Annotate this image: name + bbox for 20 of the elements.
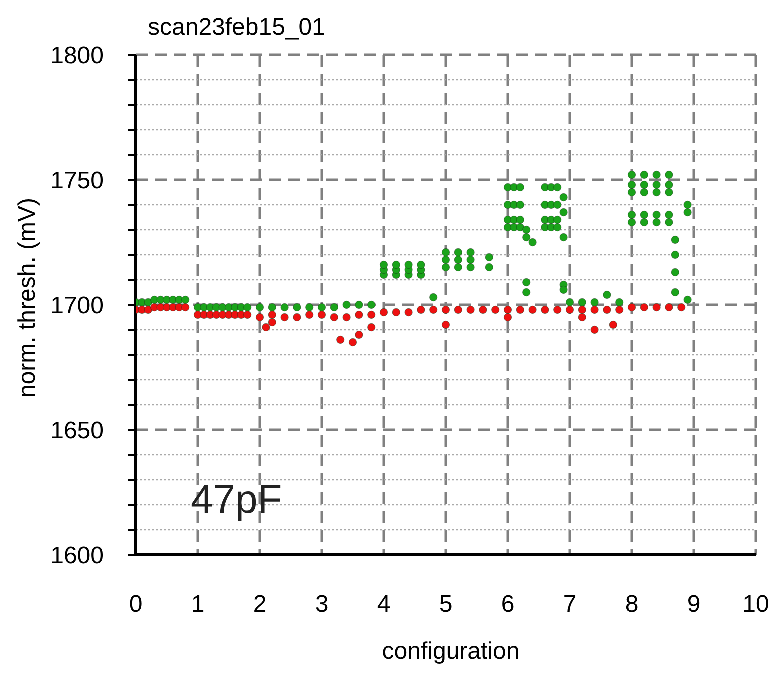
y-tick-label: 1800 bbox=[50, 42, 104, 70]
x-tick-label: 4 bbox=[377, 591, 391, 618]
x-tick-label: 7 bbox=[563, 591, 577, 618]
x-tick-label: 10 bbox=[742, 591, 770, 618]
annotation: 47pF bbox=[191, 478, 282, 523]
x-tick-label: 6 bbox=[501, 591, 515, 618]
chart-title: scan23feb15_01 bbox=[148, 14, 326, 42]
x-tick-label: 1 bbox=[191, 591, 205, 618]
x-tick-label: 8 bbox=[625, 591, 639, 618]
y-tick-label: 1700 bbox=[50, 292, 104, 320]
x-tick-label: 2 bbox=[253, 591, 267, 618]
y-tick-label: 1650 bbox=[50, 418, 104, 445]
x-tick-label: 3 bbox=[315, 591, 329, 618]
x-tick-label: 5 bbox=[439, 591, 453, 618]
y-axis-title: norm. thresh. (mV) bbox=[14, 198, 42, 398]
x-axis-title: configuration bbox=[381, 638, 521, 666]
y-tick-label: 1600 bbox=[50, 542, 104, 570]
y-tick-label: 1750 bbox=[50, 168, 104, 195]
x-tick-label: 9 bbox=[687, 591, 701, 618]
x-tick-label: 0 bbox=[129, 591, 143, 618]
